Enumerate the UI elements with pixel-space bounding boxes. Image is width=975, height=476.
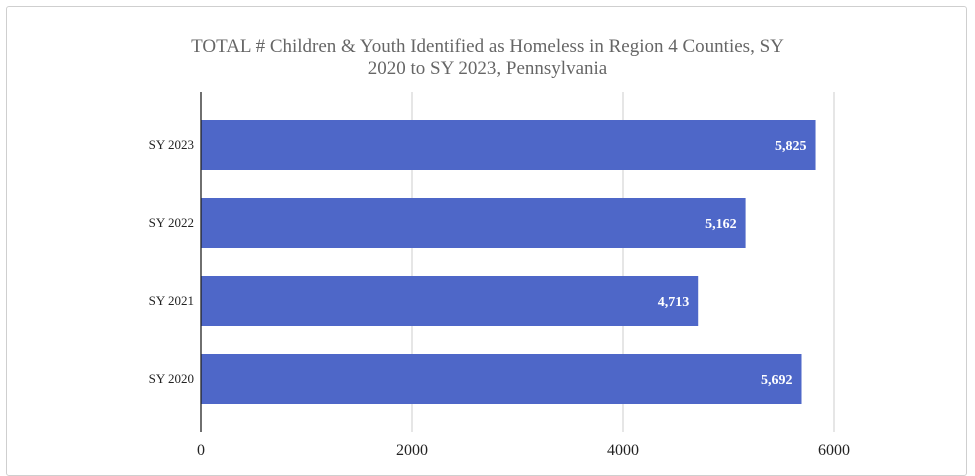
bar-1	[201, 198, 746, 248]
bar-chart: SY 2023 5,825 SY 2022 5,162 SY 2021 4,713 SY 2…	[149, 92, 850, 459]
chart-title-line-2: 2020 to SY 2023, Pennsylvania	[367, 58, 608, 79]
bar-0	[201, 120, 816, 170]
chart-title-line-1: TOTAL # Children & Youth Identified as H…	[191, 36, 784, 57]
data-label-0: 5,825	[775, 139, 807, 154]
category-label-3: SY 2020	[149, 371, 194, 386]
data-label-1: 5,162	[705, 217, 737, 232]
category-label-0: SY 2023	[149, 137, 194, 152]
x-tick-label-0: 0	[197, 442, 205, 459]
category-label-2: SY 2021	[149, 293, 194, 308]
data-label-3: 5,692	[761, 373, 793, 388]
bar-3	[201, 354, 802, 404]
data-label-2: 4,713	[658, 295, 690, 310]
x-tick-label-2: 4000	[607, 442, 639, 459]
category-label-1: SY 2022	[149, 215, 194, 230]
bar-2	[201, 276, 699, 326]
chart-title: TOTAL # Children & Youth Identified as H…	[0, 36, 975, 80]
x-tick-label-3: 6000	[818, 442, 850, 459]
x-tick-label-1: 2000	[396, 442, 428, 459]
